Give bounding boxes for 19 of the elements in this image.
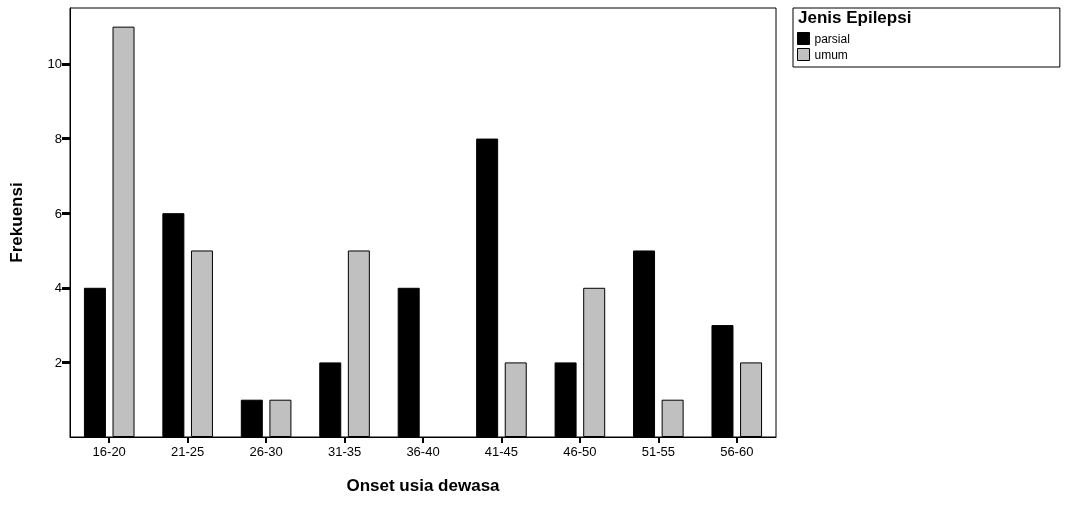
legend-label: umum: [814, 47, 848, 62]
x-tick-label: 56-60: [720, 444, 754, 459]
x-tick-label: 41-45: [484, 444, 519, 459]
y-axis-title: Frekuensi: [7, 182, 26, 263]
y-tick-label: 2: [54, 354, 62, 370]
y-tick-label: 10: [47, 56, 62, 72]
x-tick-label: 36-40: [406, 444, 440, 459]
legend-title: Jenis Epilepsi: [798, 8, 912, 27]
x-tick-label: 26-30: [249, 444, 283, 459]
y-tick-label: 8: [54, 131, 62, 147]
x-tick-label: 31-35: [327, 444, 362, 459]
y-tick-label: 4: [54, 280, 62, 296]
x-tick-label: 21-25: [171, 444, 205, 459]
legend-label: parsial: [814, 31, 850, 46]
x-axis-title: Onset usia dewasa: [346, 476, 501, 495]
y-tick-label: 6: [54, 205, 62, 221]
x-tick-label: 46-50: [563, 444, 597, 459]
x-tick-label: 16-20: [92, 444, 126, 459]
x-tick-label: 51-55: [641, 444, 675, 459]
